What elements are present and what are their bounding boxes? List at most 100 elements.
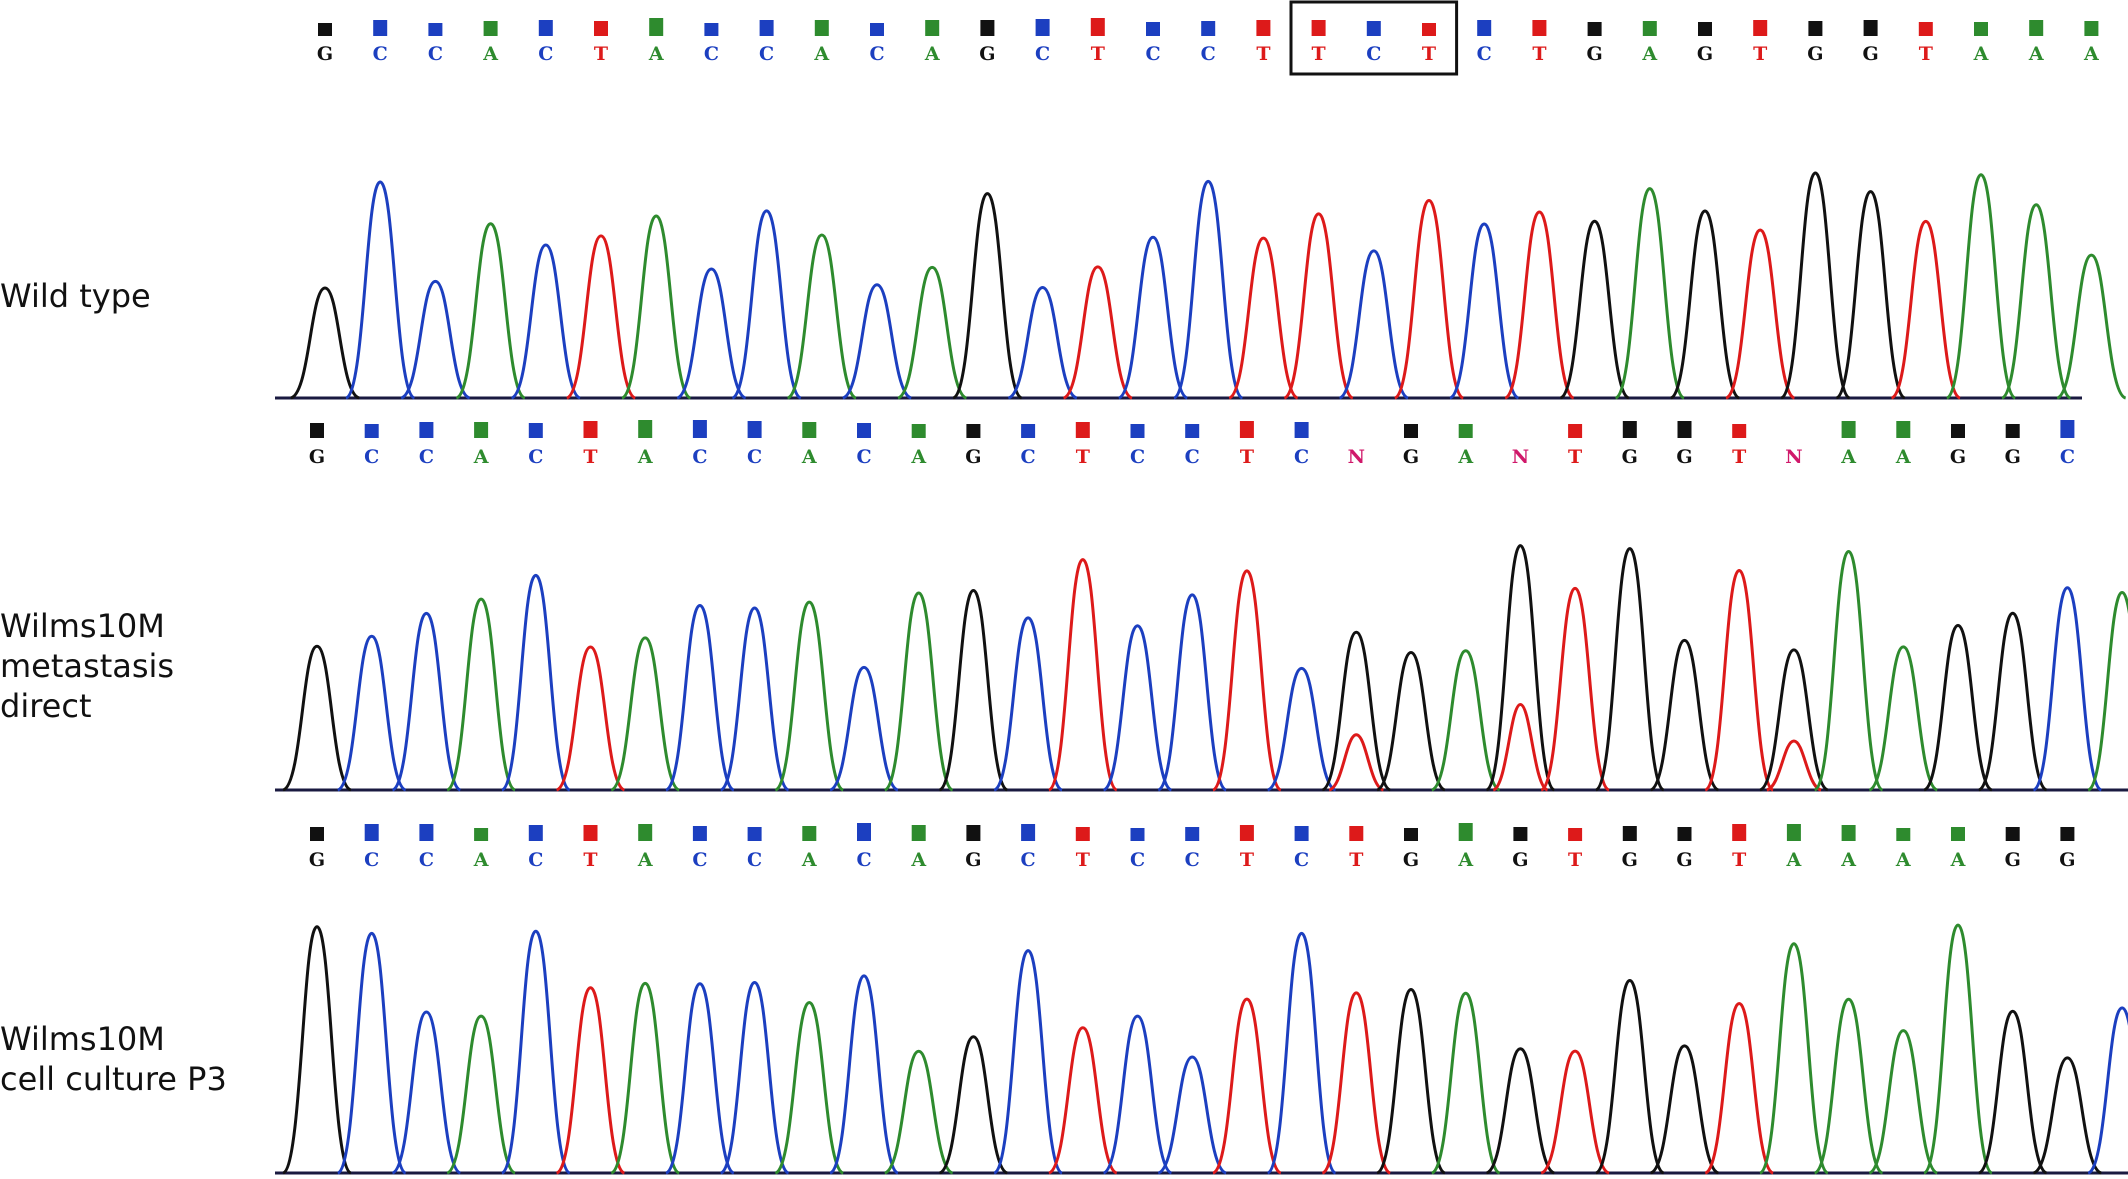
base-call-letter: C bbox=[1145, 43, 1160, 65]
base-call-letter: T bbox=[1076, 446, 1090, 468]
quality-bar bbox=[1404, 828, 1418, 841]
quality-bar bbox=[1513, 827, 1528, 841]
quality-bar bbox=[1568, 828, 1583, 841]
base-call-letter: C bbox=[1130, 849, 1145, 871]
quality-bar bbox=[870, 23, 884, 36]
base-call-letter: A bbox=[1840, 849, 1856, 871]
base-call-letter: A bbox=[1895, 849, 1911, 871]
quality-bar bbox=[583, 421, 598, 438]
peak bbox=[1321, 991, 1392, 1175]
quality-bar bbox=[802, 422, 817, 438]
peak bbox=[774, 1001, 845, 1175]
quality-bar bbox=[1404, 424, 1418, 438]
quality-bar bbox=[528, 423, 543, 438]
base-call-letter: C bbox=[373, 43, 388, 65]
peak bbox=[1266, 666, 1337, 792]
quality-bar bbox=[538, 20, 553, 36]
quality-bar bbox=[911, 825, 926, 841]
base-call-letter: C bbox=[1021, 446, 1036, 468]
quality-bar bbox=[419, 422, 434, 438]
base-call-letter: C bbox=[538, 43, 553, 65]
quality-bar bbox=[594, 21, 608, 36]
base-call-letter: C bbox=[747, 446, 762, 468]
peak bbox=[1945, 173, 2017, 400]
quality-bar bbox=[1090, 18, 1105, 36]
quality-bar bbox=[419, 824, 434, 841]
track-label-wild-type: Wild type bbox=[0, 277, 151, 315]
base-call-letter: G bbox=[309, 446, 325, 468]
peak bbox=[897, 265, 968, 400]
base-call-letter: A bbox=[1641, 43, 1657, 65]
quality-bar bbox=[1146, 22, 1160, 36]
peak bbox=[1393, 199, 1465, 400]
peak bbox=[610, 636, 680, 792]
peak bbox=[952, 192, 1023, 400]
base-call-letter: N bbox=[1785, 446, 1802, 468]
base-call-letter: C bbox=[1201, 43, 1216, 65]
base-call-letter: T bbox=[1091, 43, 1105, 65]
peak bbox=[1835, 190, 1906, 400]
peak bbox=[1376, 651, 1446, 792]
peak bbox=[289, 286, 361, 400]
peak bbox=[1649, 1044, 1720, 1175]
peak bbox=[1338, 249, 1409, 400]
base-call-letter: T bbox=[1312, 43, 1326, 65]
peak bbox=[621, 214, 692, 400]
peak bbox=[400, 279, 471, 400]
peak bbox=[1376, 988, 1446, 1175]
base-call-letter: G bbox=[1676, 849, 1692, 871]
base-call-letter: G bbox=[309, 849, 325, 871]
base-call-letter: A bbox=[648, 43, 664, 65]
peak bbox=[1283, 212, 1354, 400]
quality-bar bbox=[1568, 424, 1583, 438]
peak bbox=[1923, 623, 1993, 792]
peak bbox=[336, 634, 407, 792]
quality-bar bbox=[692, 420, 707, 438]
base-call-letter: C bbox=[869, 43, 884, 65]
quality-bar bbox=[1185, 424, 1200, 438]
peak bbox=[1540, 586, 1610, 792]
base-call-letter: N bbox=[1348, 446, 1365, 468]
base-call-letter: T bbox=[1568, 446, 1582, 468]
base-call-letter: G bbox=[965, 849, 981, 871]
quality-bar bbox=[1422, 23, 1436, 36]
base-call-letter: T bbox=[583, 446, 597, 468]
peak bbox=[391, 1010, 462, 1175]
base-call-letter: G bbox=[965, 446, 981, 468]
peak bbox=[282, 925, 352, 1175]
base-call-letter: G bbox=[1403, 446, 1419, 468]
base-call-letter: T bbox=[1256, 43, 1270, 65]
base-call-letter: C bbox=[1294, 849, 1309, 871]
quality-bar bbox=[1622, 826, 1637, 841]
quality-bar bbox=[2060, 420, 2075, 438]
base-call-letter: C bbox=[419, 849, 434, 871]
quality-bar bbox=[980, 20, 995, 36]
base-call-letter: T bbox=[1349, 849, 1363, 871]
quality-bar bbox=[1841, 421, 1856, 438]
peak bbox=[2087, 1006, 2128, 1175]
base-call-letter: T bbox=[1732, 446, 1746, 468]
base-call-letter: C bbox=[759, 43, 774, 65]
track-label-metastasis-direct: Wilms10M metastasis direct bbox=[0, 607, 175, 725]
peak bbox=[1430, 991, 1501, 1175]
quality-bar bbox=[1622, 421, 1637, 438]
peak bbox=[455, 222, 526, 400]
quality-bar bbox=[1130, 828, 1145, 841]
base-call-letter: C bbox=[1366, 43, 1381, 65]
base-call-letter: C bbox=[692, 446, 707, 468]
quality-bar bbox=[2005, 827, 2020, 841]
peak bbox=[1868, 1029, 1939, 1175]
peak bbox=[1173, 179, 1244, 400]
quality-bar bbox=[1366, 21, 1381, 36]
peak bbox=[719, 981, 790, 1175]
quality-bar bbox=[966, 825, 981, 841]
quality-bar bbox=[318, 23, 332, 36]
quality-bar bbox=[638, 420, 653, 438]
quality-bar bbox=[373, 20, 388, 36]
peak bbox=[1157, 593, 1228, 792]
quality-bar bbox=[1587, 22, 1602, 36]
